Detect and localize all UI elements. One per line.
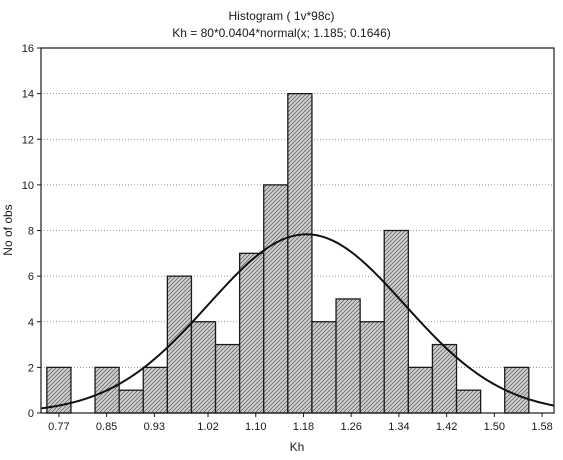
histogram-bar: [118, 389, 144, 414]
y-tick-label: 8: [28, 226, 34, 238]
x-axis-ticks: 0.77 0.85 0.93 1.02 1.10 1.18 1.26 1.34 1.42 1.50…: [48, 413, 553, 433]
histogram-bar: [335, 298, 361, 414]
y-tick-label: 10: [22, 180, 34, 192]
y-axis-label: No of obs: [1, 204, 15, 255]
histogram-bar: [142, 366, 168, 414]
histogram-bar: [431, 343, 458, 414]
y-tick-label: 12: [22, 134, 34, 146]
x-axis-label: Kh: [290, 440, 305, 454]
histogram-bar: [311, 321, 337, 414]
y-tick-label: 6: [28, 271, 34, 283]
normal-curve-line: [40, 233, 555, 410]
x-tick-label: 1.50: [484, 421, 505, 433]
chart-title: Histogram ( 1v*98c): [228, 9, 334, 23]
histogram-bar: [190, 321, 217, 414]
histogram-bar: [359, 321, 385, 414]
y-tick-label: 14: [22, 89, 34, 101]
y-tick-label: 0: [28, 408, 34, 420]
y-tick-label: 16: [22, 43, 34, 55]
chart-subtitle: Kh = 80*0.0404*normal(x; 1.185; 0.1646): [172, 26, 390, 40]
x-tick-label: 1.26: [340, 421, 361, 433]
x-tick-label: 1.02: [197, 421, 218, 433]
histogram-bar: [407, 366, 434, 414]
x-tick-label: 1.34: [388, 421, 409, 433]
normal-curve: [40, 233, 555, 410]
x-tick-label: 0.77: [48, 421, 69, 433]
x-tick-label: 0.85: [96, 421, 117, 433]
bars: [46, 92, 530, 414]
x-tick-label: 1.42: [436, 421, 457, 433]
histogram-bar: [287, 92, 313, 414]
y-tick-label: 2: [28, 362, 34, 374]
histogram-bar: [383, 229, 409, 414]
x-tick-label: 1.10: [245, 421, 266, 433]
y-tick-label: 4: [28, 317, 34, 329]
x-tick-label: 0.93: [144, 421, 165, 433]
histogram-bar: [238, 252, 265, 414]
x-tick-label: 1.18: [293, 421, 314, 433]
histogram-bar: [455, 389, 482, 414]
y-axis-ticks: 0 2 4 6 8 10 12 14 16: [22, 43, 41, 420]
histogram-bar: [214, 343, 241, 414]
histogram-bar: [263, 184, 289, 414]
histogram-bar: [504, 366, 530, 414]
x-tick-label: 1.58: [531, 421, 552, 433]
